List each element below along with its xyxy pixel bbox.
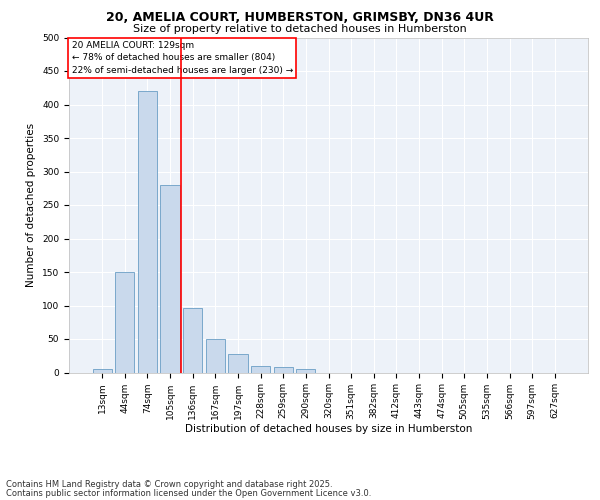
Text: 20, AMELIA COURT, HUMBERSTON, GRIMSBY, DN36 4UR: 20, AMELIA COURT, HUMBERSTON, GRIMSBY, D… <box>106 11 494 24</box>
X-axis label: Distribution of detached houses by size in Humberston: Distribution of detached houses by size … <box>185 424 472 434</box>
Bar <box>92 369 112 372</box>
Bar <box>251 366 270 372</box>
Bar <box>183 308 202 372</box>
Bar <box>274 367 293 372</box>
Y-axis label: Number of detached properties: Number of detached properties <box>26 123 37 287</box>
Bar <box>138 91 157 372</box>
Text: Contains public sector information licensed under the Open Government Licence v3: Contains public sector information licen… <box>6 489 371 498</box>
Text: Size of property relative to detached houses in Humberston: Size of property relative to detached ho… <box>133 24 467 34</box>
Text: Contains HM Land Registry data © Crown copyright and database right 2025.: Contains HM Land Registry data © Crown c… <box>6 480 332 489</box>
Text: 20 AMELIA COURT: 129sqm
← 78% of detached houses are smaller (804)
22% of semi-d: 20 AMELIA COURT: 129sqm ← 78% of detache… <box>71 41 293 75</box>
Bar <box>160 185 180 372</box>
Bar <box>115 272 134 372</box>
Bar <box>206 339 225 372</box>
Bar <box>296 369 316 372</box>
Bar <box>229 354 248 372</box>
